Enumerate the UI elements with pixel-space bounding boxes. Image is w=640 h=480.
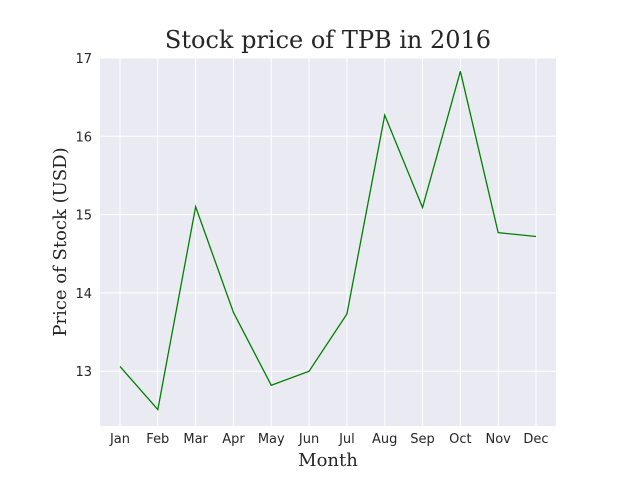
data-point (383, 114, 386, 117)
y-tick-label: 16 (75, 130, 92, 145)
chart-title: Stock price of TPB in 2016 (165, 26, 491, 54)
data-point (194, 205, 197, 208)
y-tick-labels: 13 14 15 16 17 (75, 52, 92, 380)
y-tick-label: 13 (75, 365, 92, 380)
data-point (535, 235, 538, 238)
data-point (119, 365, 122, 368)
x-tick-label: Oct (449, 432, 471, 447)
x-axis-label: Month (298, 450, 358, 471)
y-tick-label: 17 (75, 52, 92, 67)
y-tick-label: 15 (75, 209, 92, 224)
x-tick-label: Feb (146, 432, 169, 447)
data-point (497, 231, 500, 234)
x-tick-label: Jan (109, 432, 130, 447)
x-tick-label: Sep (410, 432, 435, 447)
x-tick-label: Jun (298, 432, 319, 447)
x-tick-label: Mar (183, 432, 208, 447)
y-tick-label: 14 (75, 287, 92, 302)
x-tick-label: Aug (372, 432, 397, 447)
data-point (421, 206, 424, 209)
x-tick-label: Apr (222, 432, 245, 447)
x-tick-label: May (258, 432, 285, 447)
data-point (308, 370, 311, 373)
x-tick-label: Dec (523, 432, 548, 447)
data-point (345, 313, 348, 316)
data-point (232, 311, 235, 314)
x-tick-labels: Jan Feb Mar Apr May Jun Jul Aug Sep Oct Nov Dec (109, 432, 549, 447)
data-point (459, 70, 462, 73)
data-point (270, 384, 273, 387)
x-tick-label: Nov (485, 432, 511, 447)
x-tick-label: Jul (338, 432, 355, 447)
y-axis-label: Price of Stock (USD) (50, 147, 71, 336)
data-point (156, 408, 159, 411)
